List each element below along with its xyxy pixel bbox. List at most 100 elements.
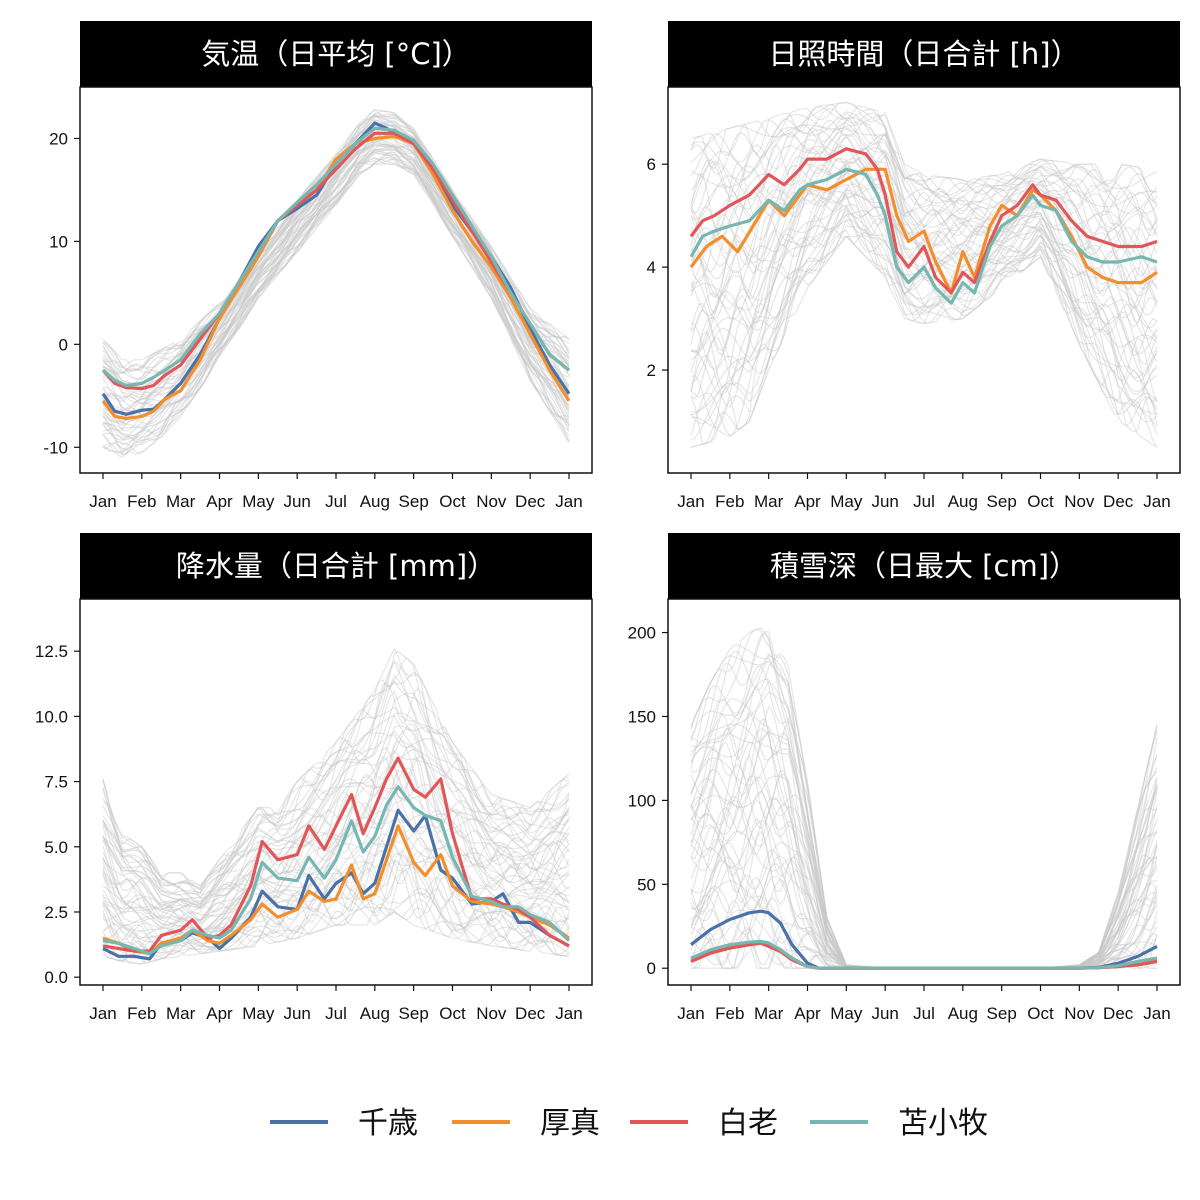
background-line bbox=[690, 628, 1158, 969]
background-line bbox=[102, 157, 570, 455]
x-tick-label: May bbox=[242, 492, 275, 511]
background-line bbox=[102, 675, 570, 894]
x-tick-label: Aug bbox=[948, 492, 978, 511]
background-line bbox=[102, 158, 570, 454]
background-line bbox=[690, 187, 1158, 385]
x-tick-label: Dec bbox=[515, 1004, 546, 1023]
background-line bbox=[690, 210, 1158, 396]
y-tick-label: 100 bbox=[628, 791, 656, 810]
background-line bbox=[102, 158, 570, 455]
x-tick-label: Jan bbox=[89, 1004, 116, 1023]
background-line bbox=[102, 770, 570, 929]
background-line bbox=[690, 654, 1158, 969]
background-line bbox=[690, 145, 1158, 290]
y-tick-label: 5.0 bbox=[44, 838, 68, 857]
x-tick-label: Mar bbox=[754, 1004, 784, 1023]
x-tick-label: Aug bbox=[360, 492, 390, 511]
background-line bbox=[102, 860, 570, 960]
background-line bbox=[690, 632, 1158, 969]
background-line bbox=[102, 906, 570, 965]
panel-2: 日照時間（日合計 [h]） 2 4 6 Jan Feb Mar Apr May Jun Jul Aug… bbox=[647, 21, 1181, 511]
background-line bbox=[690, 173, 1158, 362]
background-line bbox=[690, 136, 1158, 290]
background-line bbox=[102, 647, 570, 891]
background-line bbox=[690, 107, 1158, 207]
series-line-苫小牧 bbox=[690, 939, 1158, 970]
background-line bbox=[102, 150, 570, 444]
x-tick-label: Feb bbox=[715, 492, 744, 511]
x-tick-label: Sep bbox=[399, 492, 429, 511]
background-line bbox=[690, 219, 1158, 437]
background-line bbox=[102, 841, 570, 939]
background-line bbox=[102, 660, 570, 895]
background-line bbox=[690, 830, 1158, 969]
x-tick-label: Jan bbox=[1143, 492, 1170, 511]
x-tick-label: Sep bbox=[987, 1004, 1017, 1023]
background-line bbox=[102, 108, 570, 369]
x-tick-label: Jun bbox=[283, 492, 310, 511]
background-line bbox=[690, 171, 1158, 340]
y-tick-label: 0 bbox=[647, 959, 656, 978]
panel-title: 積雪深（日最大 [cm]） bbox=[770, 549, 1078, 583]
x-tick-label: Jul bbox=[913, 1004, 935, 1023]
background-line bbox=[102, 151, 570, 455]
background-line bbox=[690, 138, 1158, 244]
background-line bbox=[102, 692, 570, 905]
background-line bbox=[102, 783, 570, 922]
background-line bbox=[102, 706, 570, 903]
background-line bbox=[102, 750, 570, 908]
x-tick-label: Nov bbox=[1064, 492, 1095, 511]
background-line bbox=[102, 748, 570, 911]
background-line bbox=[690, 103, 1158, 203]
panel-title: 降水量（日合計 [mm]） bbox=[176, 549, 496, 583]
background-line bbox=[102, 148, 570, 446]
background-line bbox=[690, 235, 1158, 437]
background-line bbox=[690, 229, 1158, 445]
y-tick-label: 12.5 bbox=[35, 642, 68, 661]
background-line bbox=[102, 131, 570, 410]
x-tick-label: Nov bbox=[1064, 1004, 1095, 1023]
background-line bbox=[102, 765, 570, 925]
series-line-白老 bbox=[101, 131, 570, 391]
background-line bbox=[102, 712, 570, 910]
background-line bbox=[690, 830, 1158, 969]
background-line bbox=[102, 796, 570, 925]
background-line bbox=[690, 145, 1158, 297]
background-line bbox=[690, 748, 1158, 969]
background-line bbox=[690, 113, 1158, 215]
legend-label: 白老 bbox=[718, 1106, 778, 1141]
legend-label: 厚真 bbox=[540, 1106, 600, 1141]
x-tick-label: Feb bbox=[127, 492, 156, 511]
background-line bbox=[102, 163, 570, 453]
legend: 千歳 厚真 白老 苫小牧 bbox=[270, 1106, 988, 1141]
x-tick-label: Dec bbox=[1103, 492, 1134, 511]
x-tick-label: Jun bbox=[871, 492, 898, 511]
background-line bbox=[102, 157, 570, 456]
background-line bbox=[690, 741, 1158, 969]
background-line bbox=[690, 124, 1158, 208]
background-line bbox=[102, 151, 570, 441]
background-line bbox=[690, 863, 1158, 969]
x-tick-label: Oct bbox=[1027, 492, 1054, 511]
background-line bbox=[102, 679, 570, 889]
background-line bbox=[690, 763, 1158, 969]
background-line bbox=[690, 848, 1158, 969]
x-tick-label: Apr bbox=[794, 1004, 821, 1023]
background-line bbox=[690, 119, 1158, 256]
background-line bbox=[102, 767, 570, 927]
x-tick-label: Mar bbox=[166, 1004, 196, 1023]
background-line bbox=[690, 157, 1158, 324]
background-line bbox=[690, 186, 1158, 355]
x-tick-label: Oct bbox=[439, 492, 466, 511]
background-line bbox=[102, 129, 570, 405]
background-line bbox=[102, 837, 570, 945]
background-line bbox=[690, 134, 1158, 277]
background-line bbox=[102, 744, 570, 923]
background-line bbox=[690, 874, 1158, 969]
x-tick-label: Nov bbox=[476, 1004, 507, 1023]
panel-strip bbox=[668, 21, 1180, 87]
x-tick-label: May bbox=[830, 492, 863, 511]
background-line bbox=[690, 203, 1158, 409]
y-tick-label: 7.5 bbox=[44, 773, 68, 792]
